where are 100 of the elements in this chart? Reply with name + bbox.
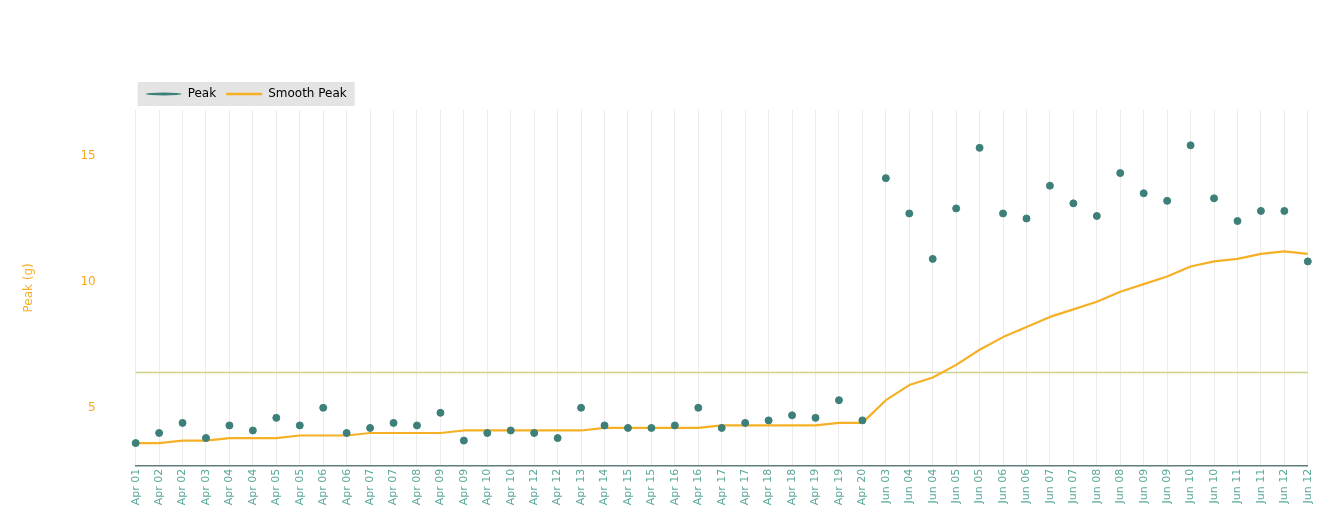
x-tick-label: Apr 07 [362, 468, 376, 506]
x-tick-label: Apr 09 [456, 468, 470, 506]
point [694, 403, 703, 412]
point [389, 418, 398, 427]
x-tick-label: Jun 07 [1042, 468, 1056, 505]
point [155, 429, 164, 437]
x-tick-label: Jun 06 [1019, 468, 1033, 505]
point [764, 416, 773, 425]
point [319, 403, 328, 412]
x-tick-label: Apr 04 [222, 468, 236, 506]
point [1303, 257, 1312, 266]
x-tick-label: Jun 09 [1160, 468, 1173, 505]
x-tick-label: Apr 01 [128, 468, 142, 506]
x-tick-label: Jun 12 [1277, 468, 1291, 505]
x-tick-label: Jun 12 [1300, 468, 1314, 505]
x-tick-label: Apr 02 [175, 468, 189, 506]
x-tick-label: Jun 09 [1136, 468, 1150, 505]
point [623, 423, 632, 432]
y-tick-label: 15 [80, 147, 96, 162]
point [506, 426, 515, 435]
x-tick-label: Apr 05 [292, 468, 306, 506]
point [202, 434, 210, 443]
x-tick-label: Jun 04 [925, 468, 939, 505]
x-tick-label: Apr 19 [831, 468, 845, 506]
point [248, 426, 257, 435]
point [577, 403, 586, 412]
x-tick-label: Jun 10 [1183, 468, 1197, 505]
x-tick-label: Apr 14 [597, 468, 611, 506]
point [483, 429, 492, 437]
point [600, 421, 609, 430]
x-tick-label: Apr 19 [808, 468, 822, 506]
point [225, 421, 234, 430]
x-tick-label: Jun 08 [1089, 468, 1103, 505]
x-tick-label: Apr 10 [480, 468, 494, 506]
point [1256, 206, 1265, 215]
y-tick-label: 10 [80, 273, 96, 288]
x-tick-label: Apr 15 [620, 468, 634, 506]
point [272, 413, 281, 422]
point [295, 421, 304, 430]
x-tick-label: Jun 08 [1113, 468, 1127, 505]
y-tick-label: 5 [88, 399, 96, 414]
point [1163, 196, 1172, 205]
x-tick-label: Jun 05 [949, 468, 963, 505]
point [881, 174, 890, 183]
point [999, 209, 1008, 218]
x-tick-label: Apr 18 [761, 468, 775, 506]
x-tick-label: Apr 12 [550, 468, 564, 506]
x-tick-label: Apr 04 [245, 468, 259, 506]
point [1045, 181, 1054, 190]
point [858, 416, 867, 425]
x-tick-label: Apr 05 [269, 468, 283, 506]
point [717, 423, 726, 432]
legend-label: Smooth Peak [268, 86, 347, 101]
point [952, 204, 961, 213]
point [530, 429, 539, 437]
x-tick-label: Jun 11 [1253, 468, 1267, 505]
x-tick-label: Apr 02 [151, 468, 165, 506]
point [366, 423, 375, 432]
x-tick-label: Jun 05 [972, 468, 986, 505]
y-axis-title: Peak (g) [21, 263, 36, 313]
point [1022, 214, 1031, 223]
point [131, 439, 140, 448]
point [412, 421, 421, 430]
point [1280, 206, 1289, 215]
point [1186, 141, 1195, 150]
x-tick-label: Apr 13 [573, 468, 587, 506]
point [1139, 189, 1148, 198]
x-tick-label: Apr 10 [503, 468, 517, 506]
point [834, 396, 843, 405]
point [741, 418, 750, 427]
point [647, 423, 656, 432]
point [905, 209, 914, 218]
x-tick-label: Apr 08 [409, 468, 423, 506]
point [553, 434, 562, 443]
point [811, 413, 820, 422]
point [178, 418, 187, 427]
point [1233, 217, 1242, 226]
x-tick-label: Apr 20 [855, 468, 869, 506]
point [928, 254, 937, 263]
x-tick-label: Jun 03 [878, 468, 892, 505]
point [1069, 199, 1078, 208]
x-tick-label: Apr 15 [644, 468, 658, 506]
x-tick-label: Jun 07 [1066, 468, 1080, 505]
x-tick-label: Jun 04 [902, 468, 916, 505]
point [342, 429, 351, 437]
x-tick-label: Apr 17 [714, 468, 728, 506]
x-tick-label: Jun 11 [1230, 468, 1244, 505]
x-tick-label: Apr 16 [667, 468, 681, 506]
x-tick-label: Apr 07 [386, 468, 400, 506]
legend-label: Peak [187, 86, 217, 101]
x-tick-label: Apr 18 [784, 468, 798, 506]
x-tick-label: Apr 17 [738, 468, 752, 506]
x-tick-label: Jun 06 [995, 468, 1009, 505]
x-tick-label: Apr 09 [433, 468, 447, 506]
x-tick-label: Apr 03 [198, 468, 212, 506]
x-tick-label: Jun 10 [1206, 468, 1220, 505]
point [1116, 169, 1125, 178]
x-tick-label: Apr 16 [691, 468, 705, 506]
point [1092, 211, 1101, 220]
x-tick-label: Apr 06 [339, 468, 353, 506]
